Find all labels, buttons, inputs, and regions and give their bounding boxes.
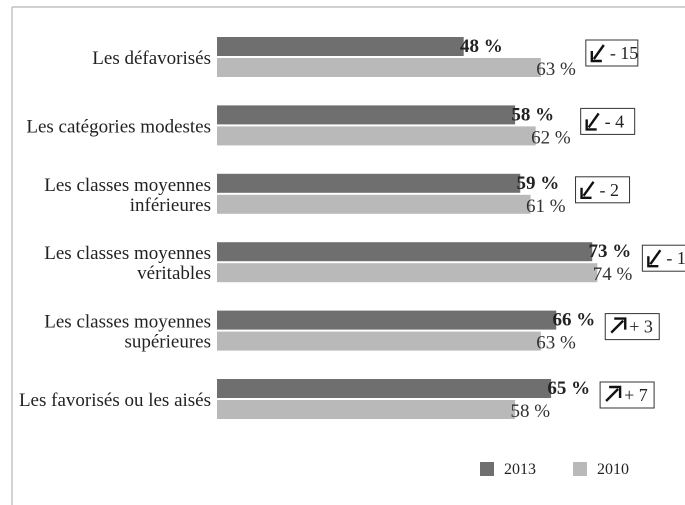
legend-swatch bbox=[480, 462, 494, 476]
category-label: inférieures bbox=[130, 195, 211, 216]
arrow-down-left-icon bbox=[585, 112, 600, 131]
arrow-down-left-icon bbox=[580, 181, 595, 199]
value-label-2010: 62 % bbox=[531, 127, 571, 148]
arrow-shaft bbox=[605, 388, 619, 402]
change-value: + 7 bbox=[624, 385, 648, 405]
legend-label: 2010 bbox=[597, 461, 629, 478]
arrow-head bbox=[614, 317, 627, 330]
change-value: + 3 bbox=[629, 317, 653, 337]
category-label: Les favorisés ou les aisés bbox=[19, 390, 211, 411]
bar-2010 bbox=[217, 58, 541, 77]
arrow-shaft bbox=[587, 112, 600, 129]
arrow-down-left-icon bbox=[590, 44, 605, 63]
arrow-shaft bbox=[592, 44, 605, 60]
value-label-2010: 74 % bbox=[593, 264, 633, 285]
bar-2010 bbox=[217, 263, 598, 283]
value-label-2010: 63 % bbox=[536, 59, 576, 80]
value-label-2013: 66 % bbox=[552, 310, 595, 331]
labels-layer: Les défavorisés 48 % 63 % - 15 Les catégorie… bbox=[19, 36, 685, 422]
bar-2013 bbox=[217, 173, 521, 193]
arrow-head bbox=[647, 256, 659, 268]
bar-2013 bbox=[217, 105, 516, 125]
bars-layer bbox=[217, 37, 598, 419]
legend-swatch bbox=[573, 462, 587, 476]
bar-2013 bbox=[217, 310, 557, 330]
category-label: Les classes moyennes bbox=[44, 312, 211, 333]
value-label-2010: 61 % bbox=[526, 196, 566, 217]
change-box bbox=[585, 39, 639, 67]
arrow-shaft bbox=[582, 181, 595, 197]
legend: 2013 2010 bbox=[480, 461, 629, 478]
value-label-2013: 59 % bbox=[517, 173, 560, 194]
arrow-head bbox=[590, 51, 602, 63]
arrow-down-left-icon bbox=[647, 249, 662, 268]
legend-label: 2013 bbox=[504, 461, 536, 478]
category-label: supérieures bbox=[124, 332, 211, 353]
value-label-2013: 58 % bbox=[511, 104, 554, 125]
category-label: Les classes moyennes bbox=[44, 243, 211, 264]
arrow-head bbox=[609, 385, 622, 398]
bar-2010 bbox=[217, 400, 516, 419]
value-label-2010: 63 % bbox=[536, 333, 576, 354]
category-label: Les catégories modestes bbox=[26, 116, 211, 137]
value-label-2013: 73 % bbox=[588, 241, 631, 262]
arrow-up-right-icon bbox=[605, 385, 622, 402]
change-value: - 15 bbox=[610, 43, 639, 63]
arrow-shaft bbox=[649, 249, 662, 265]
value-label-2013: 48 % bbox=[460, 36, 503, 57]
bar-2013 bbox=[217, 242, 593, 262]
bar-2010 bbox=[217, 331, 541, 351]
change-value: - 4 bbox=[605, 111, 625, 131]
category-label: Les défavorisés bbox=[92, 48, 211, 69]
bar-2013 bbox=[217, 37, 464, 56]
arrow-head bbox=[580, 187, 592, 199]
arrow-head bbox=[585, 119, 597, 131]
change-value: - 2 bbox=[600, 180, 620, 200]
arrow-shaft bbox=[610, 319, 625, 334]
value-label-2013: 65 % bbox=[547, 378, 590, 399]
bar-2013 bbox=[217, 379, 552, 398]
change-value: - 1 bbox=[666, 248, 685, 268]
bar-2010 bbox=[217, 126, 536, 146]
category-label: véritables bbox=[137, 263, 211, 284]
value-label-2010: 58 % bbox=[511, 401, 551, 422]
category-label: Les classes moyennes bbox=[44, 175, 211, 196]
bar-2010 bbox=[217, 194, 531, 214]
arrow-up-right-icon bbox=[610, 317, 627, 334]
